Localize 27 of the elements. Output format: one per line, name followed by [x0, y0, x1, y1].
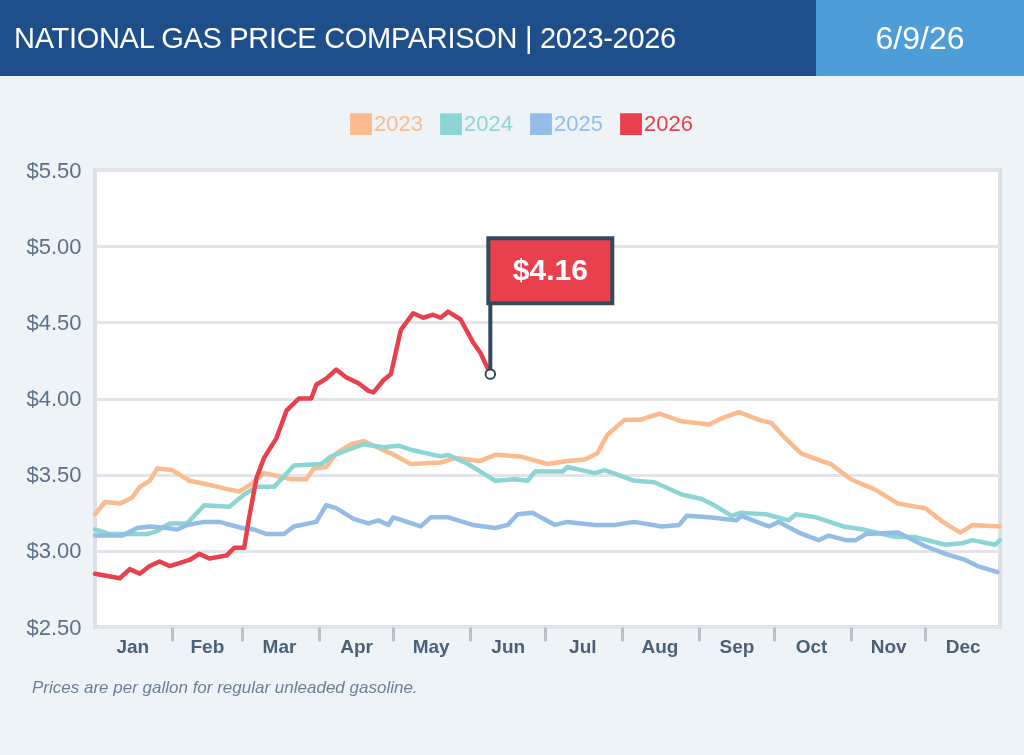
x-tick-label: Feb: [190, 635, 225, 657]
chart-subtitle: 6/9/26: [816, 0, 1024, 76]
text: Prices are per gallon for regular unleaded gasoline.: [32, 678, 418, 698]
x-tick-label: Mar: [262, 635, 297, 657]
y-tick-label: $4.00: [26, 386, 82, 411]
x-tick-label: Apr: [340, 635, 374, 657]
x-tick-label: Sep: [719, 635, 755, 657]
legend-label: 2023: [374, 111, 423, 137]
chart-title: NATIONAL GAS PRICE COMPARISON | 2023-2026: [0, 0, 816, 76]
x-tick-label: Aug: [641, 635, 679, 657]
x-tick-label: Jun: [491, 635, 526, 657]
x-tick-label: Oct: [795, 635, 829, 657]
x-tick-label: Dec: [945, 635, 982, 657]
y-tick-label: $2.50: [26, 614, 82, 640]
y-tick-label: $4.50: [26, 309, 82, 335]
y-tick-label: $5.00: [26, 233, 82, 259]
x-tick-label: May: [412, 635, 451, 657]
legend-label: 2025: [554, 111, 603, 137]
legend-label: 2026: [644, 111, 693, 137]
y-tick-label: $3.00: [26, 538, 82, 564]
annotation: $4.16: [512, 253, 588, 287]
legend-label: 2024: [464, 111, 513, 137]
y-tick-label: $3.50: [26, 462, 82, 488]
x-tick-label: Nov: [870, 635, 907, 657]
x-tick-label: Jan: [116, 635, 150, 657]
y-tick-label: $5.50: [26, 157, 82, 183]
x-tick-label: Jul: [569, 635, 597, 657]
